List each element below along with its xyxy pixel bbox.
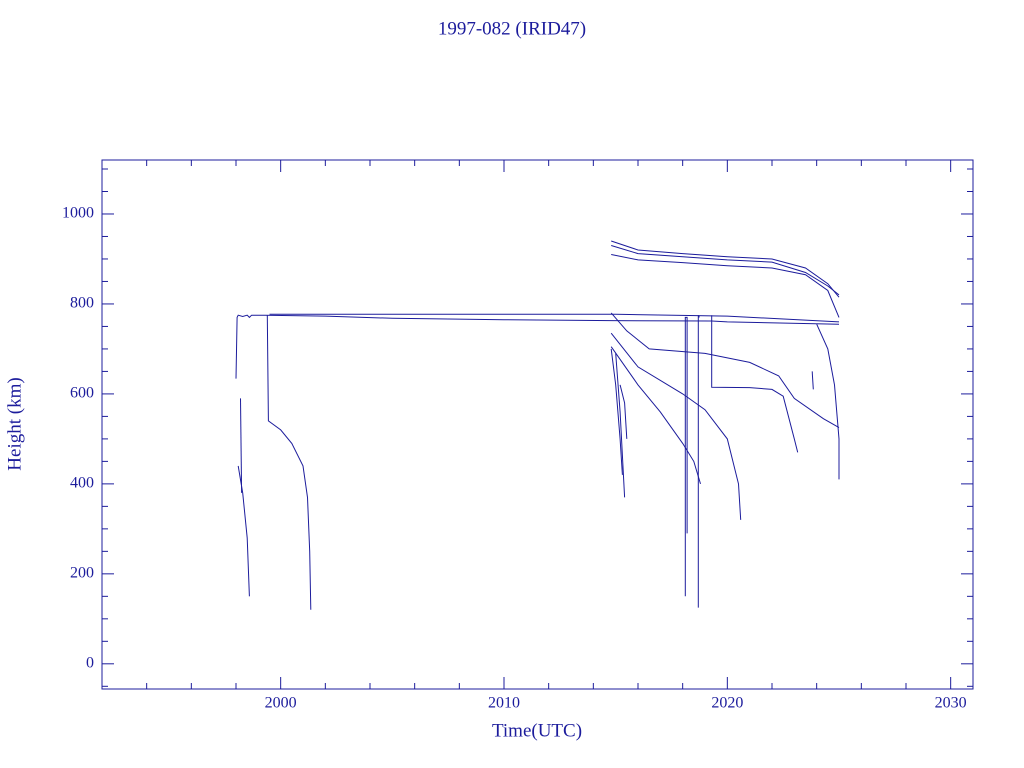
- data-line: [610, 346, 701, 485]
- data-line: [611, 245, 840, 296]
- data-line: [610, 348, 623, 475]
- data-line: [610, 332, 742, 520]
- y-tick-label: 600: [70, 385, 94, 402]
- data-line: [619, 384, 628, 439]
- plot-frame: [101, 159, 974, 690]
- data-line: [240, 398, 243, 493]
- y-axis-label: Height (km): [4, 377, 25, 470]
- data-line: [816, 323, 840, 480]
- data-line: [235, 314, 840, 379]
- data-line: [697, 314, 700, 608]
- data-line: [269, 313, 840, 323]
- data-line: [615, 353, 626, 498]
- x-tick-label: 2020: [711, 695, 743, 712]
- x-tick-label: 2030: [935, 695, 967, 712]
- x-tick-label: 2010: [488, 695, 520, 712]
- data-line: [711, 315, 799, 453]
- y-tick-label: 800: [70, 295, 94, 312]
- data-line: [610, 312, 840, 429]
- y-tick-label: 400: [70, 475, 94, 492]
- y-tick-label: 0: [86, 654, 94, 671]
- data-line: [684, 316, 688, 597]
- data-line: [611, 240, 840, 298]
- chart-title: 1997-082 (IRID47): [438, 18, 586, 39]
- y-tick-label: 200: [70, 565, 94, 582]
- data-line: [611, 254, 840, 318]
- data-line: [237, 465, 250, 597]
- y-tick-label: 1000: [62, 205, 94, 222]
- data-line: [811, 371, 814, 390]
- x-axis-label: Time(UTC): [492, 720, 582, 741]
- x-tick-label: 2000: [265, 695, 297, 712]
- data-line: [266, 315, 312, 610]
